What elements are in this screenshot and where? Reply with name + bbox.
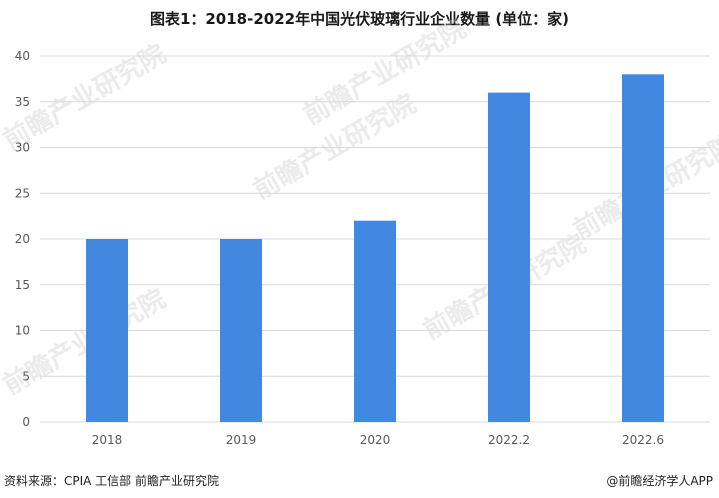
x-tick-label: 2018	[92, 433, 123, 447]
bar-2018	[86, 239, 128, 422]
watermark-text: 前瞻产业研究院	[0, 283, 171, 401]
y-tick-label: 40	[15, 49, 30, 63]
source-note: 资料来源：CPIA 工信部 前瞻产业研究院	[4, 474, 219, 488]
bars	[86, 74, 664, 423]
y-tick-label: 0	[22, 415, 30, 429]
y-axis-tick-labels: 0 5 10 15 20 25 30 35 40	[15, 49, 30, 429]
y-tick-label: 10	[15, 324, 30, 338]
bar-2020	[354, 220, 396, 422]
bar-2022.6	[622, 74, 664, 423]
y-tick-label: 25	[15, 186, 30, 200]
x-tick-label: 2022.2	[488, 433, 530, 447]
y-tick-label: 30	[15, 141, 30, 155]
x-tick-label: 2019	[226, 433, 257, 447]
y-tick-label: 35	[15, 95, 30, 109]
y-tick-label: 20	[15, 232, 30, 246]
x-tick-label: 2020	[360, 433, 391, 447]
chart-title: 图表1：2018-2022年中国光伏玻璃行业企业数量 (单位：家)	[149, 10, 570, 28]
bar-2022.2	[488, 92, 530, 422]
x-axis-tick-labels: 2018 2019 2020 2022.2 2022.6	[92, 433, 664, 447]
y-tick-label: 5	[22, 369, 30, 383]
x-tick-label: 2022.6	[622, 433, 664, 447]
bar-2019	[220, 239, 262, 422]
y-tick-label: 15	[15, 278, 30, 292]
brand-credit: @前瞻经济学人APP	[606, 474, 713, 488]
